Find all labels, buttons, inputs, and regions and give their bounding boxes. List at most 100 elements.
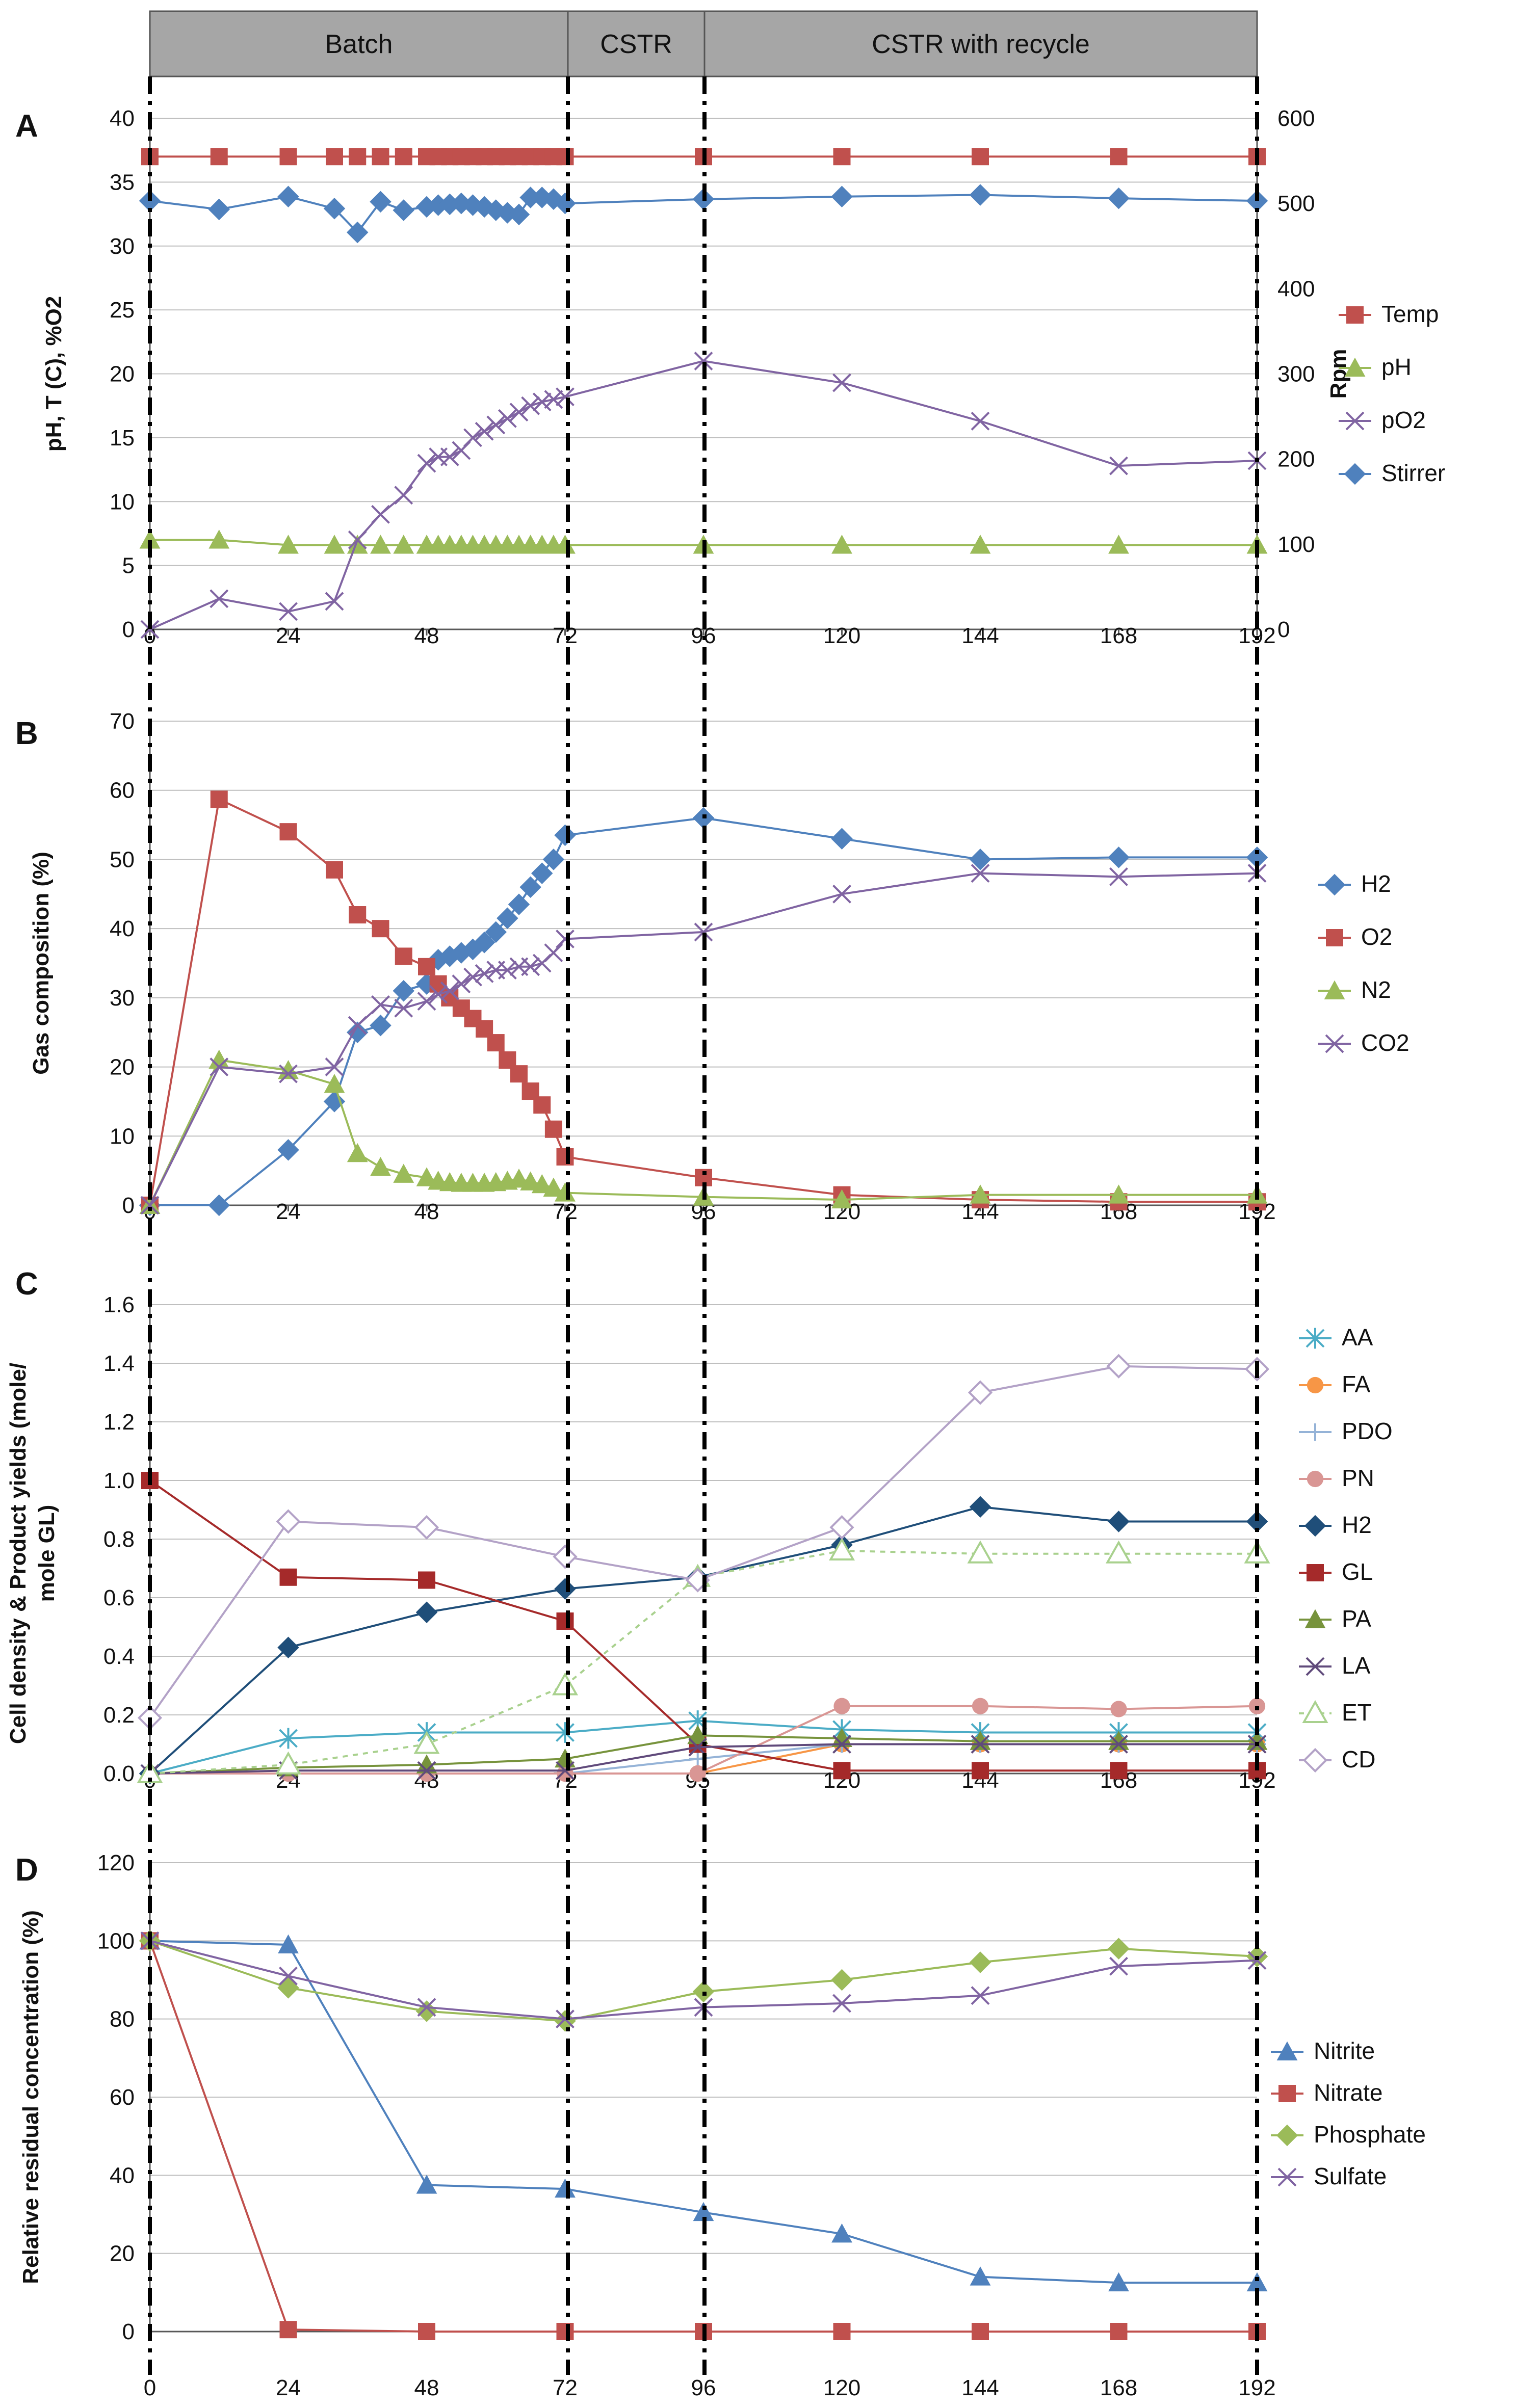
data-point-h2 [208, 1194, 230, 1216]
data-point-co2 [971, 864, 990, 883]
x-tick-label: 24 [276, 2375, 301, 2400]
data-point-po2 [440, 447, 459, 466]
data-point-po2 [279, 602, 298, 621]
data-point-phosphate [831, 1969, 853, 1991]
data-point-ph [393, 535, 414, 554]
data-point-po2 [1109, 456, 1128, 475]
data-point-co2 [394, 998, 413, 1018]
y2-tick-label: 300 [1277, 362, 1315, 387]
data-point-h2 [831, 828, 853, 850]
legend-marker [1302, 1748, 1328, 1773]
data-point-co2 [429, 985, 448, 1004]
data-point-stirrer [323, 197, 346, 220]
data-point-la [688, 1737, 708, 1757]
data-point-po2 [532, 392, 552, 412]
data-point-nitrite [1246, 2272, 1268, 2292]
data-point-nitrite [555, 2178, 576, 2198]
series-co2 [140, 864, 1267, 1215]
legend-marker [1302, 1700, 1328, 1723]
data-point-nitrate [279, 2321, 297, 2339]
data-point-et [552, 1672, 579, 1696]
data-point-co2 [694, 922, 713, 942]
legend-entry-nitrite: Nitrite [1271, 2037, 1375, 2064]
data-point-co2 [210, 1057, 229, 1076]
y-tick-label: 50 [110, 847, 135, 872]
series-line-et [149, 1549, 1257, 1775]
y-tick-label: 5 [122, 553, 135, 578]
data-point-h2 [531, 862, 553, 884]
y2-tick-label: 400 [1277, 276, 1315, 301]
legend-entry-et: ET [1299, 1699, 1372, 1726]
data-point-co2 [325, 1057, 344, 1076]
data-point-nitrite [693, 2202, 714, 2221]
data-point-h2 [542, 849, 565, 870]
x-tick-label: 144 [961, 623, 999, 648]
data-point-ph [139, 530, 161, 549]
data-point-po2 [394, 486, 413, 505]
data-point-stirrer [554, 192, 576, 215]
panel-b: 010203040506070024487296120144168192BGas… [15, 709, 1409, 1224]
panel-c: 0.00.20.40.60.81.01.21.41.60244872951201… [6, 1266, 1393, 1793]
data-point-et [275, 1751, 302, 1775]
data-point-stirrer [347, 221, 369, 244]
legend-marker [1306, 1328, 1325, 1349]
data-point-stirrer [139, 190, 161, 212]
phase-header: Batch CSTR CSTR with recycle [149, 10, 1258, 77]
legend-entry-co2: CO2 [1318, 1029, 1409, 1056]
data-point-pa [687, 1725, 709, 1744]
data-point-n2 [208, 1049, 230, 1069]
data-point-temp [556, 148, 574, 166]
data-point-n2 [347, 1143, 368, 1162]
legend-entry-pa: PA [1299, 1605, 1371, 1632]
data-point-co2 [498, 961, 517, 980]
x-tick-label: 120 [823, 2375, 860, 2400]
legend-label: LA [1342, 1652, 1371, 1679]
legend-marker [1326, 929, 1343, 946]
legend-entry-nitrate: Nitrate [1271, 2079, 1382, 2106]
panel-letter: A [15, 109, 38, 144]
data-point-po2 [140, 620, 160, 639]
y-axis-title-line: mole GL) [34, 1505, 59, 1602]
data-point-la [556, 1761, 575, 1780]
y-tick-label: 35 [110, 170, 135, 195]
data-point-o2 [279, 823, 297, 841]
data-point-stirrer [831, 186, 853, 208]
y-tick-label: 40 [110, 2163, 135, 2188]
data-point-n2 [508, 1169, 530, 1188]
data-point-phosphate [969, 1951, 991, 1973]
data-point-cd [968, 1380, 993, 1405]
series-nitrite [139, 1930, 1268, 2292]
data-point-h2 [519, 876, 541, 898]
panel-letter: C [15, 1266, 38, 1302]
data-point-pa [831, 1728, 852, 1747]
data-point-gl [556, 1612, 574, 1630]
data-point-temp [279, 148, 297, 166]
y2-tick-label: 600 [1277, 106, 1315, 131]
data-point-po2 [210, 589, 229, 608]
legend-entry-po2: pO2 [1339, 407, 1426, 433]
x-tick-label: 48 [414, 623, 439, 648]
data-point-h2 [473, 932, 495, 954]
y-axis-title-line: Cell density & Product yields (mole/ [6, 1363, 31, 1744]
data-point-h2 [554, 1578, 576, 1600]
data-point-n2 [520, 1171, 541, 1190]
data-point-pa [555, 1748, 576, 1768]
data-point-h2 [347, 1021, 369, 1043]
legend-marker [1304, 1609, 1326, 1628]
data-point-pa [416, 1754, 437, 1774]
data-point-po2 [371, 505, 390, 524]
data-point-h2 [969, 849, 991, 870]
legend-marker [1344, 357, 1366, 377]
data-point-o2 [510, 1065, 528, 1083]
phase-box-batch [149, 10, 569, 77]
data-point-et [828, 1537, 855, 1560]
data-point-la [1109, 1735, 1128, 1754]
data-point-pn [689, 1765, 706, 1782]
data-point-h2 [1108, 1511, 1130, 1532]
data-point-h2 [508, 893, 530, 915]
data-point-n2 [555, 1182, 576, 1202]
data-point-et [1105, 1540, 1132, 1564]
data-point-po2 [556, 387, 575, 407]
